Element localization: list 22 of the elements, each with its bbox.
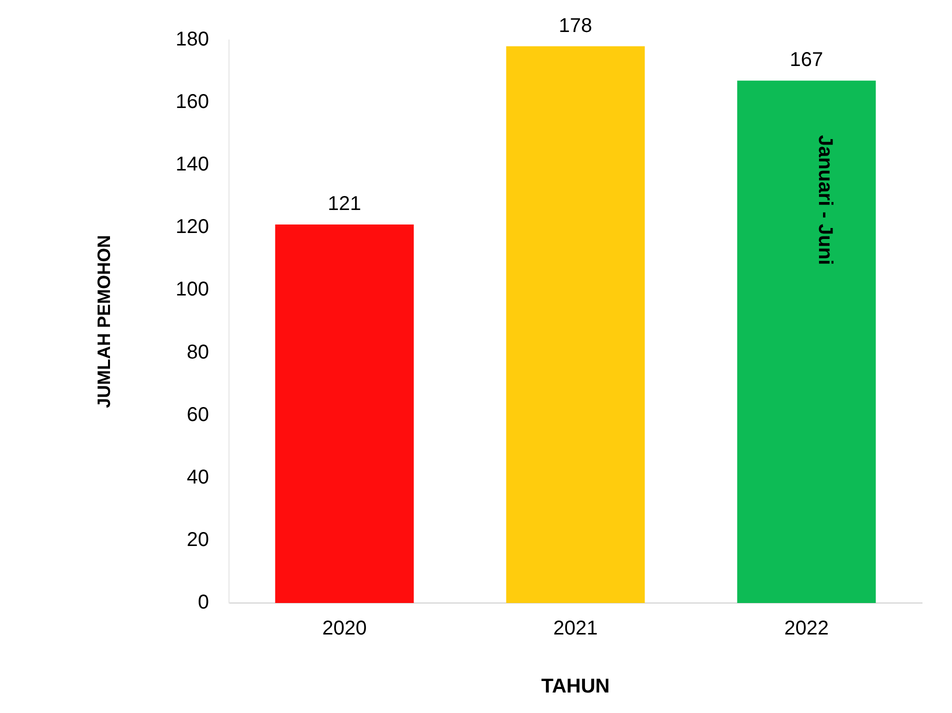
y-tick-label: 40	[186, 466, 209, 488]
x-axis-title: TAHUN	[541, 676, 610, 698]
y-tick-label: 0	[198, 592, 209, 614]
y-tick-label: 60	[186, 404, 209, 426]
y-tick-label: 80	[186, 341, 209, 364]
data-label: 178	[558, 14, 592, 37]
bar	[275, 224, 414, 603]
y-tick-label: 160	[176, 91, 209, 114]
y-tick-label: 140	[176, 154, 209, 176]
y-tick-label: 180	[176, 28, 209, 51]
data-label: 121	[328, 193, 362, 216]
x-tick-label: 2022	[784, 618, 829, 640]
annotation: Januari - Juni	[814, 134, 836, 266]
x-tick-label: 2020	[322, 618, 367, 640]
y-tick-label: 100	[176, 278, 209, 301]
bar	[737, 80, 876, 603]
y-axis-title: JUMLAH PEMOHON	[94, 234, 114, 408]
bar	[506, 46, 645, 603]
y-tick-label: 120	[176, 216, 209, 238]
data-label: 167	[790, 49, 824, 72]
y-tick-label: 20	[186, 528, 209, 551]
x-tick-label: 2021	[553, 618, 598, 640]
